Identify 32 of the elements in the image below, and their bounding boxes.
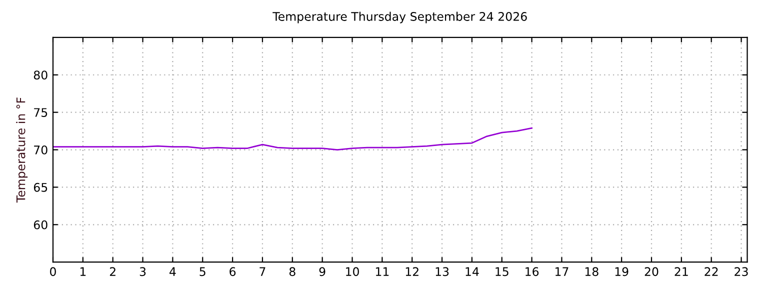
y-tick-label: 65 — [34, 182, 48, 192]
x-tick-label: 21 — [674, 267, 688, 276]
line-series — [52, 127, 532, 150]
x-tick-label: 18 — [585, 267, 598, 276]
y-tick-label: 80 — [34, 70, 48, 80]
x-tick-label: 22 — [704, 267, 718, 276]
y-axis-title: Temperature in °F — [16, 98, 28, 203]
x-tick-label: 6 — [230, 267, 236, 276]
x-tick-label: 19 — [615, 267, 628, 276]
x-tick-label: 8 — [289, 267, 296, 276]
x-tick-label: 3 — [140, 267, 146, 276]
x-tick-label: 23 — [734, 267, 748, 276]
x-tick-label: 2 — [110, 267, 116, 276]
x-tick-label: 1 — [80, 267, 86, 276]
y-tick-label: 60 — [34, 220, 48, 230]
x-tick-label: 4 — [170, 267, 176, 276]
x-tick-label: 0 — [50, 267, 56, 276]
x-tick-label: 13 — [436, 267, 449, 276]
x-tick-label: 10 — [346, 267, 359, 276]
y-tick-label: 70 — [34, 145, 48, 154]
x-tick-label: 15 — [496, 267, 508, 276]
chart-title: Temperature Thursday September 24 2026 — [272, 12, 527, 24]
x-tick-label: 11 — [376, 267, 389, 276]
y-tick-label: 75 — [34, 108, 48, 117]
x-tick-label: 5 — [200, 267, 206, 276]
x-tick-label: 20 — [644, 267, 658, 276]
x-tick-label: 9 — [319, 267, 326, 276]
x-tick-label: 14 — [466, 267, 479, 276]
x-tick-label: 17 — [556, 267, 568, 276]
x-tick-label: 12 — [406, 267, 418, 276]
x-tick-label: 7 — [260, 267, 266, 276]
x-tick-label: 16 — [526, 267, 539, 276]
